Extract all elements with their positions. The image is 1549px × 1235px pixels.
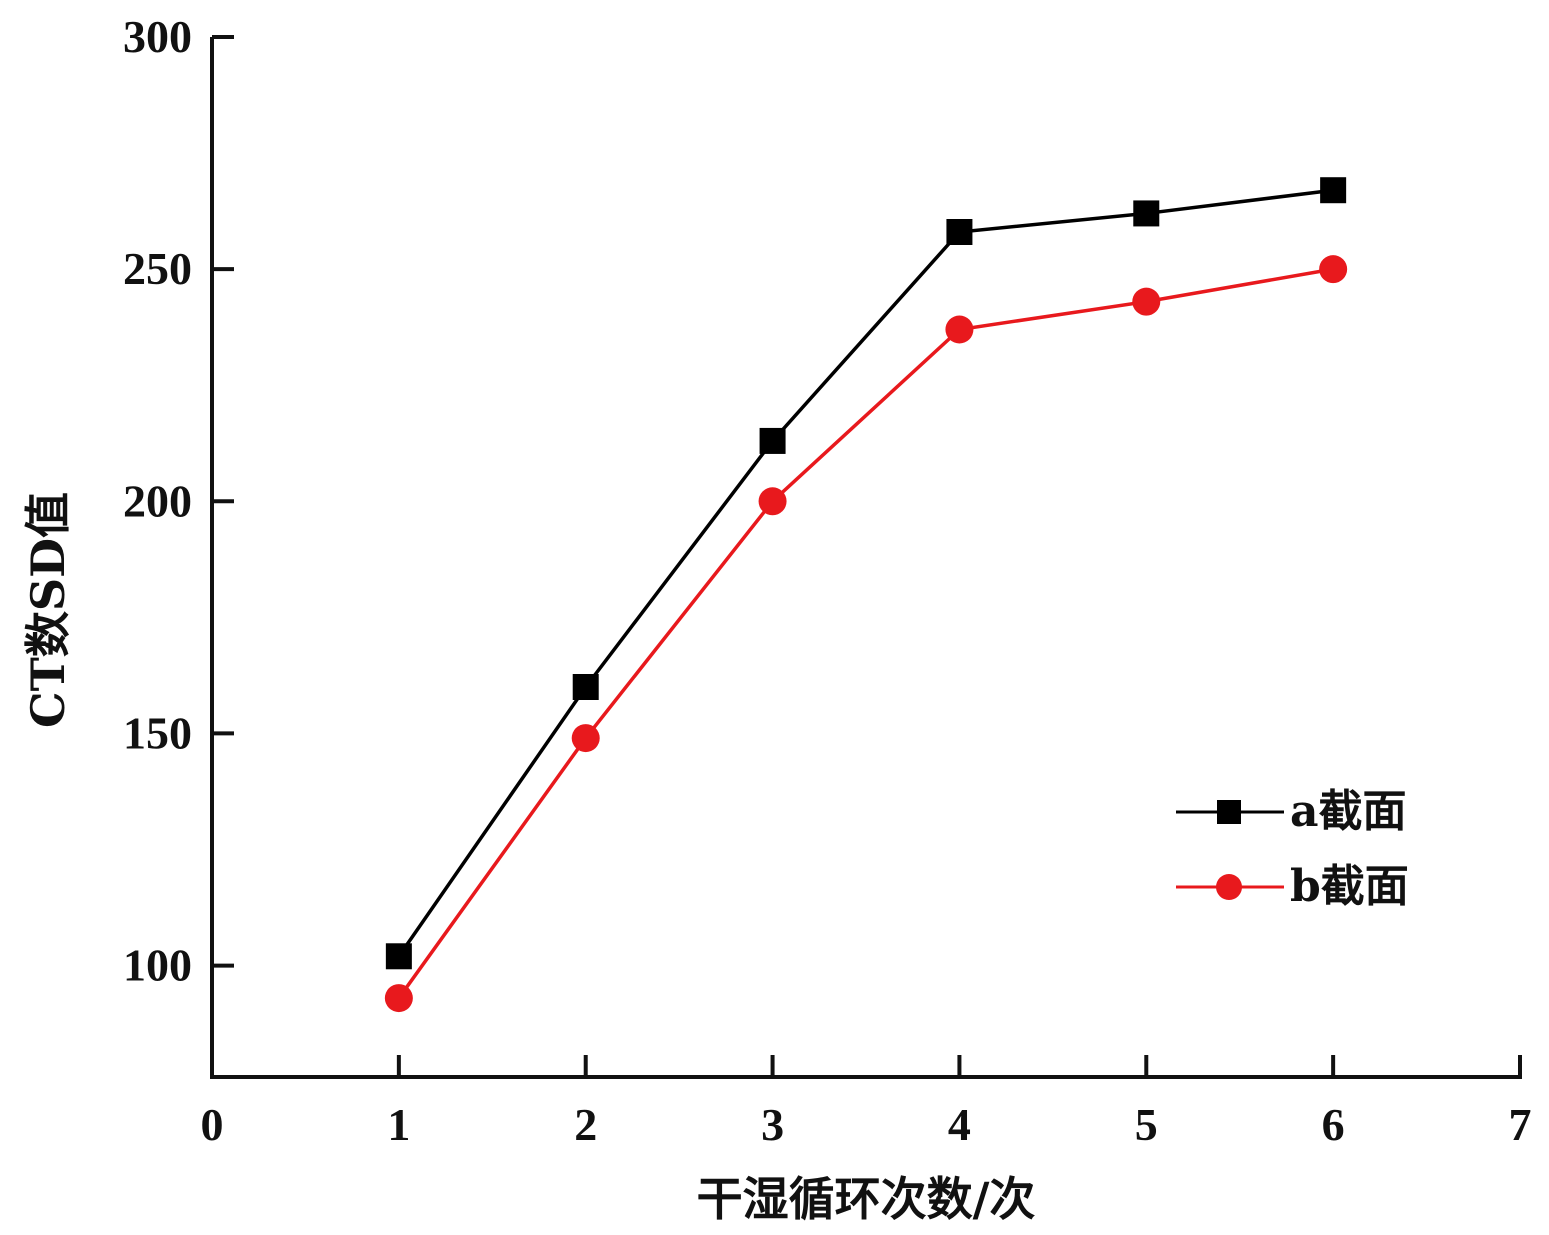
legend-item-b: b截面 xyxy=(1176,861,1409,912)
y-tick-label: 250 xyxy=(123,243,192,294)
x-axis-title: 干湿循环次数/次 xyxy=(697,1172,1036,1226)
x-tick-label: 1 xyxy=(387,1099,410,1150)
series-line-b xyxy=(397,267,1334,1000)
data-point-square xyxy=(946,219,973,245)
data-point-circle xyxy=(945,315,974,344)
data-point-square xyxy=(572,674,599,700)
legend: a截面 b截面 xyxy=(1176,786,1409,912)
y-tick-label: 300 xyxy=(123,11,192,62)
x-tick-label: 3 xyxy=(761,1099,784,1150)
data-point-circle xyxy=(384,984,413,1013)
legend-label-b: b截面 xyxy=(1290,861,1409,912)
y-tick-label: 100 xyxy=(123,940,192,991)
x-tick-label: 5 xyxy=(1135,1099,1158,1150)
data-point-circle xyxy=(1319,255,1348,284)
x-tick-label: 2 xyxy=(574,1099,597,1150)
data-point-square xyxy=(1133,200,1160,227)
data-point-square xyxy=(385,943,412,970)
x-tick-label: 7 xyxy=(1509,1099,1532,1150)
data-point-circle xyxy=(1132,287,1161,316)
axes xyxy=(210,37,1522,1079)
y-ticks: 100 150 200 250 300 xyxy=(123,11,234,991)
x-tick-label: 0 xyxy=(201,1099,224,1150)
legend-marker-square xyxy=(1217,800,1241,824)
y-axis-title: CT数SD值 xyxy=(21,492,75,728)
legend-marker-circle xyxy=(1216,874,1242,900)
series-line-a xyxy=(397,188,1334,958)
data-point-square xyxy=(1320,177,1347,204)
data-point-circle xyxy=(571,724,600,753)
data-point-circle xyxy=(758,487,787,516)
x-ticks: 0 1 2 3 4 5 6 7 xyxy=(201,1055,1532,1150)
y-tick-label: 200 xyxy=(123,475,192,526)
y-tick-label: 150 xyxy=(123,707,192,758)
x-tick-label: 4 xyxy=(948,1099,971,1150)
x-tick-label: 6 xyxy=(1322,1099,1345,1150)
data-point-square xyxy=(759,427,786,454)
series-layer xyxy=(384,177,1348,1013)
legend-item-a: a截面 xyxy=(1176,786,1407,837)
legend-label-a: a截面 xyxy=(1290,786,1407,837)
